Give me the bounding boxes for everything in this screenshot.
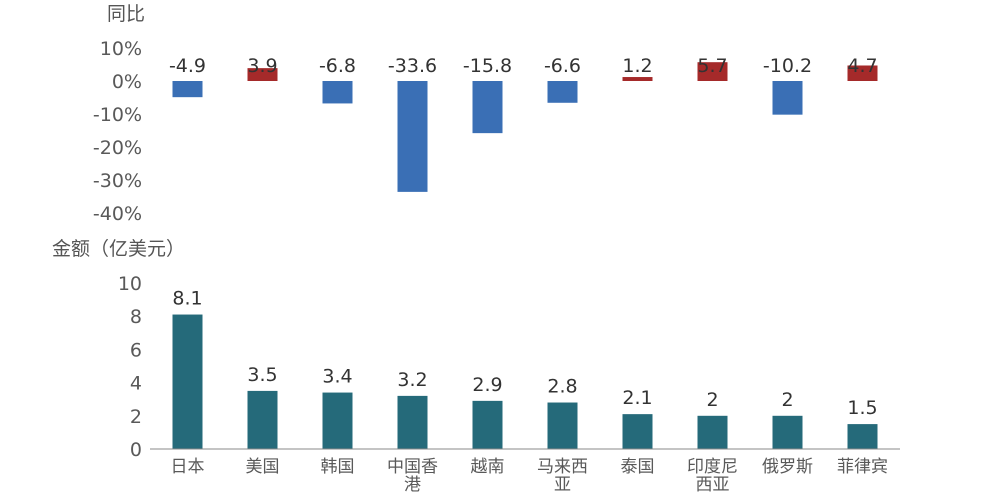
amount-bar-c4 [397, 395, 428, 449]
amount-data-label: 8.1 [172, 288, 202, 310]
amount-bar-c1 [172, 314, 203, 449]
amount-data-label: 3.5 [247, 364, 277, 386]
yoy-y-tick-label: -30% [93, 170, 142, 192]
yoy-bar-c3 [322, 81, 353, 104]
category-label: 泰国 [621, 457, 655, 477]
amount-data-label: 2 [781, 389, 793, 411]
amount-data-label: 2.1 [622, 387, 652, 409]
yoy-bar-c4 [397, 81, 428, 192]
yoy-chart: 同比 10% 0% -10% -20% -30% -40% -4.9 3.9 -6.8 -33.… [93, 3, 878, 225]
amount-bar-c7 [622, 414, 653, 449]
amount-bar-c5 [472, 400, 503, 449]
yoy-y-tick-label: -20% [93, 137, 142, 159]
category-label: 日本 [171, 457, 205, 477]
yoy-bar-c6 [547, 81, 578, 103]
amount-axis-title: 金额（亿美元） [52, 238, 185, 260]
category-label: 美国 [246, 457, 280, 477]
yoy-data-label: 1.2 [622, 55, 652, 77]
amount-data-label: 2 [706, 389, 718, 411]
amount-y-tick-label: 4 [130, 373, 142, 395]
yoy-y-tick-label: -40% [93, 203, 142, 225]
yoy-bar-c9 [772, 81, 803, 115]
yoy-data-label: -6.6 [544, 55, 581, 77]
yoy-data-labels: -4.9 3.9 -6.8 -33.6 -15.8 -6.6 1.2 5.7 -10.2 4.7 [169, 55, 878, 77]
category-label: 韩国 [321, 457, 355, 477]
yoy-y-tick-label: 10% [100, 38, 142, 60]
yoy-y-tick-label: -10% [93, 104, 142, 126]
category-label: 俄罗斯 [762, 457, 813, 477]
amount-y-tick-label: 6 [130, 339, 142, 361]
yoy-data-label: 3.9 [247, 55, 277, 77]
yoy-data-label: -6.8 [319, 55, 356, 77]
amount-data-label: 3.2 [397, 369, 427, 391]
category-label: 中国香港 [387, 457, 438, 495]
category-label: 马来西亚 [537, 457, 588, 495]
yoy-bar-c2 [247, 68, 278, 81]
amount-data-label: 1.5 [847, 397, 877, 419]
category-label: 越南 [471, 457, 505, 477]
yoy-y-tick-label: 0% [112, 71, 142, 93]
category-label: 菲律宾 [837, 457, 888, 477]
yoy-bar-c7 [622, 77, 653, 81]
yoy-axis-title: 同比 [107, 3, 145, 25]
yoy-bars [172, 62, 878, 192]
amount-bar-c9 [772, 415, 803, 449]
yoy-data-label: -4.9 [169, 55, 206, 77]
amount-data-label: 2.9 [472, 374, 502, 396]
amount-bar-c6 [547, 402, 578, 449]
amount-y-tick-label: 0 [130, 439, 142, 461]
amount-data-label: 2.8 [547, 376, 577, 398]
yoy-data-label: -33.6 [388, 55, 437, 77]
amount-bar-c3 [322, 392, 353, 449]
amount-bar-c8 [697, 415, 728, 449]
amount-y-tick-label: 10 [118, 273, 142, 295]
yoy-bar-c5 [472, 81, 503, 134]
yoy-data-label: -15.8 [463, 55, 512, 77]
amount-bars [172, 314, 878, 449]
amount-y-ticks: 10 8 6 4 2 0 [118, 273, 142, 461]
category-label: 印度尼西亚 [687, 457, 738, 495]
amount-bar-c10 [847, 424, 878, 449]
amount-bar-c2 [247, 390, 278, 449]
yoy-data-label: -10.2 [763, 55, 812, 77]
amount-y-tick-label: 8 [130, 306, 142, 328]
yoy-data-label: 5.7 [697, 55, 727, 77]
amount-data-label: 3.4 [322, 366, 352, 388]
yoy-data-label: 4.7 [847, 55, 877, 77]
yoy-y-ticks: 10% 0% -10% -20% -30% -40% [93, 38, 142, 225]
yoy-bar-c1 [172, 81, 203, 98]
amount-y-tick-label: 2 [130, 406, 142, 428]
yoy-bar-c8 [697, 62, 728, 81]
amount-data-labels: 8.1 3.5 3.4 3.2 2.9 2.8 2.1 2 2 1.5 [172, 288, 877, 420]
yoy-bar-c10 [847, 65, 878, 81]
amount-category-labels: 日本 美国 韩国 中国香港 越南 马来西亚 泰国 印度尼西亚 俄罗斯 菲律宾 [171, 457, 889, 495]
